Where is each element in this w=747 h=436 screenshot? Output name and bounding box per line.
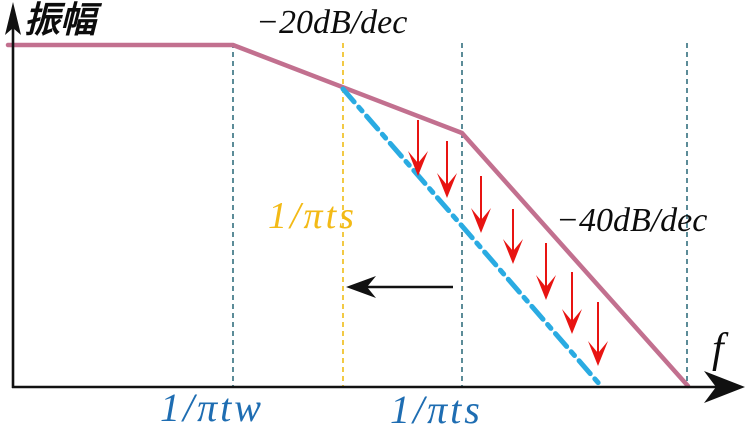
drop-arrow-head-6 <box>588 341 608 366</box>
y-axis-arrowhead <box>5 2 21 35</box>
x-axis-arrowhead <box>704 371 745 403</box>
slope-label-20db: −20dB/dec <box>256 4 408 41</box>
drop-arrow-head-5 <box>562 309 582 334</box>
shifted-response-curve <box>340 86 604 389</box>
drop-arrow-head-4 <box>536 275 556 300</box>
drop-arrow-head-0 <box>408 151 428 176</box>
drop-arrow-head-3 <box>503 239 523 264</box>
x-tick-label-1-pi-tw: 1/πtw <box>160 385 264 430</box>
drop-arrow-head-2 <box>471 208 491 233</box>
x-axis-label: f <box>712 326 724 372</box>
x-tick-label-1-pi-ts: 1/πts <box>390 387 483 432</box>
slope-label-40db: −40dB/dec <box>556 202 708 239</box>
drop-arrow-head-1 <box>437 173 457 198</box>
y-axis-label: 振幅 <box>24 0 97 40</box>
main-response-curve <box>5 42 691 389</box>
shift-arrow-head <box>346 276 376 298</box>
shifted-corner-label: 1/πts <box>268 195 357 237</box>
